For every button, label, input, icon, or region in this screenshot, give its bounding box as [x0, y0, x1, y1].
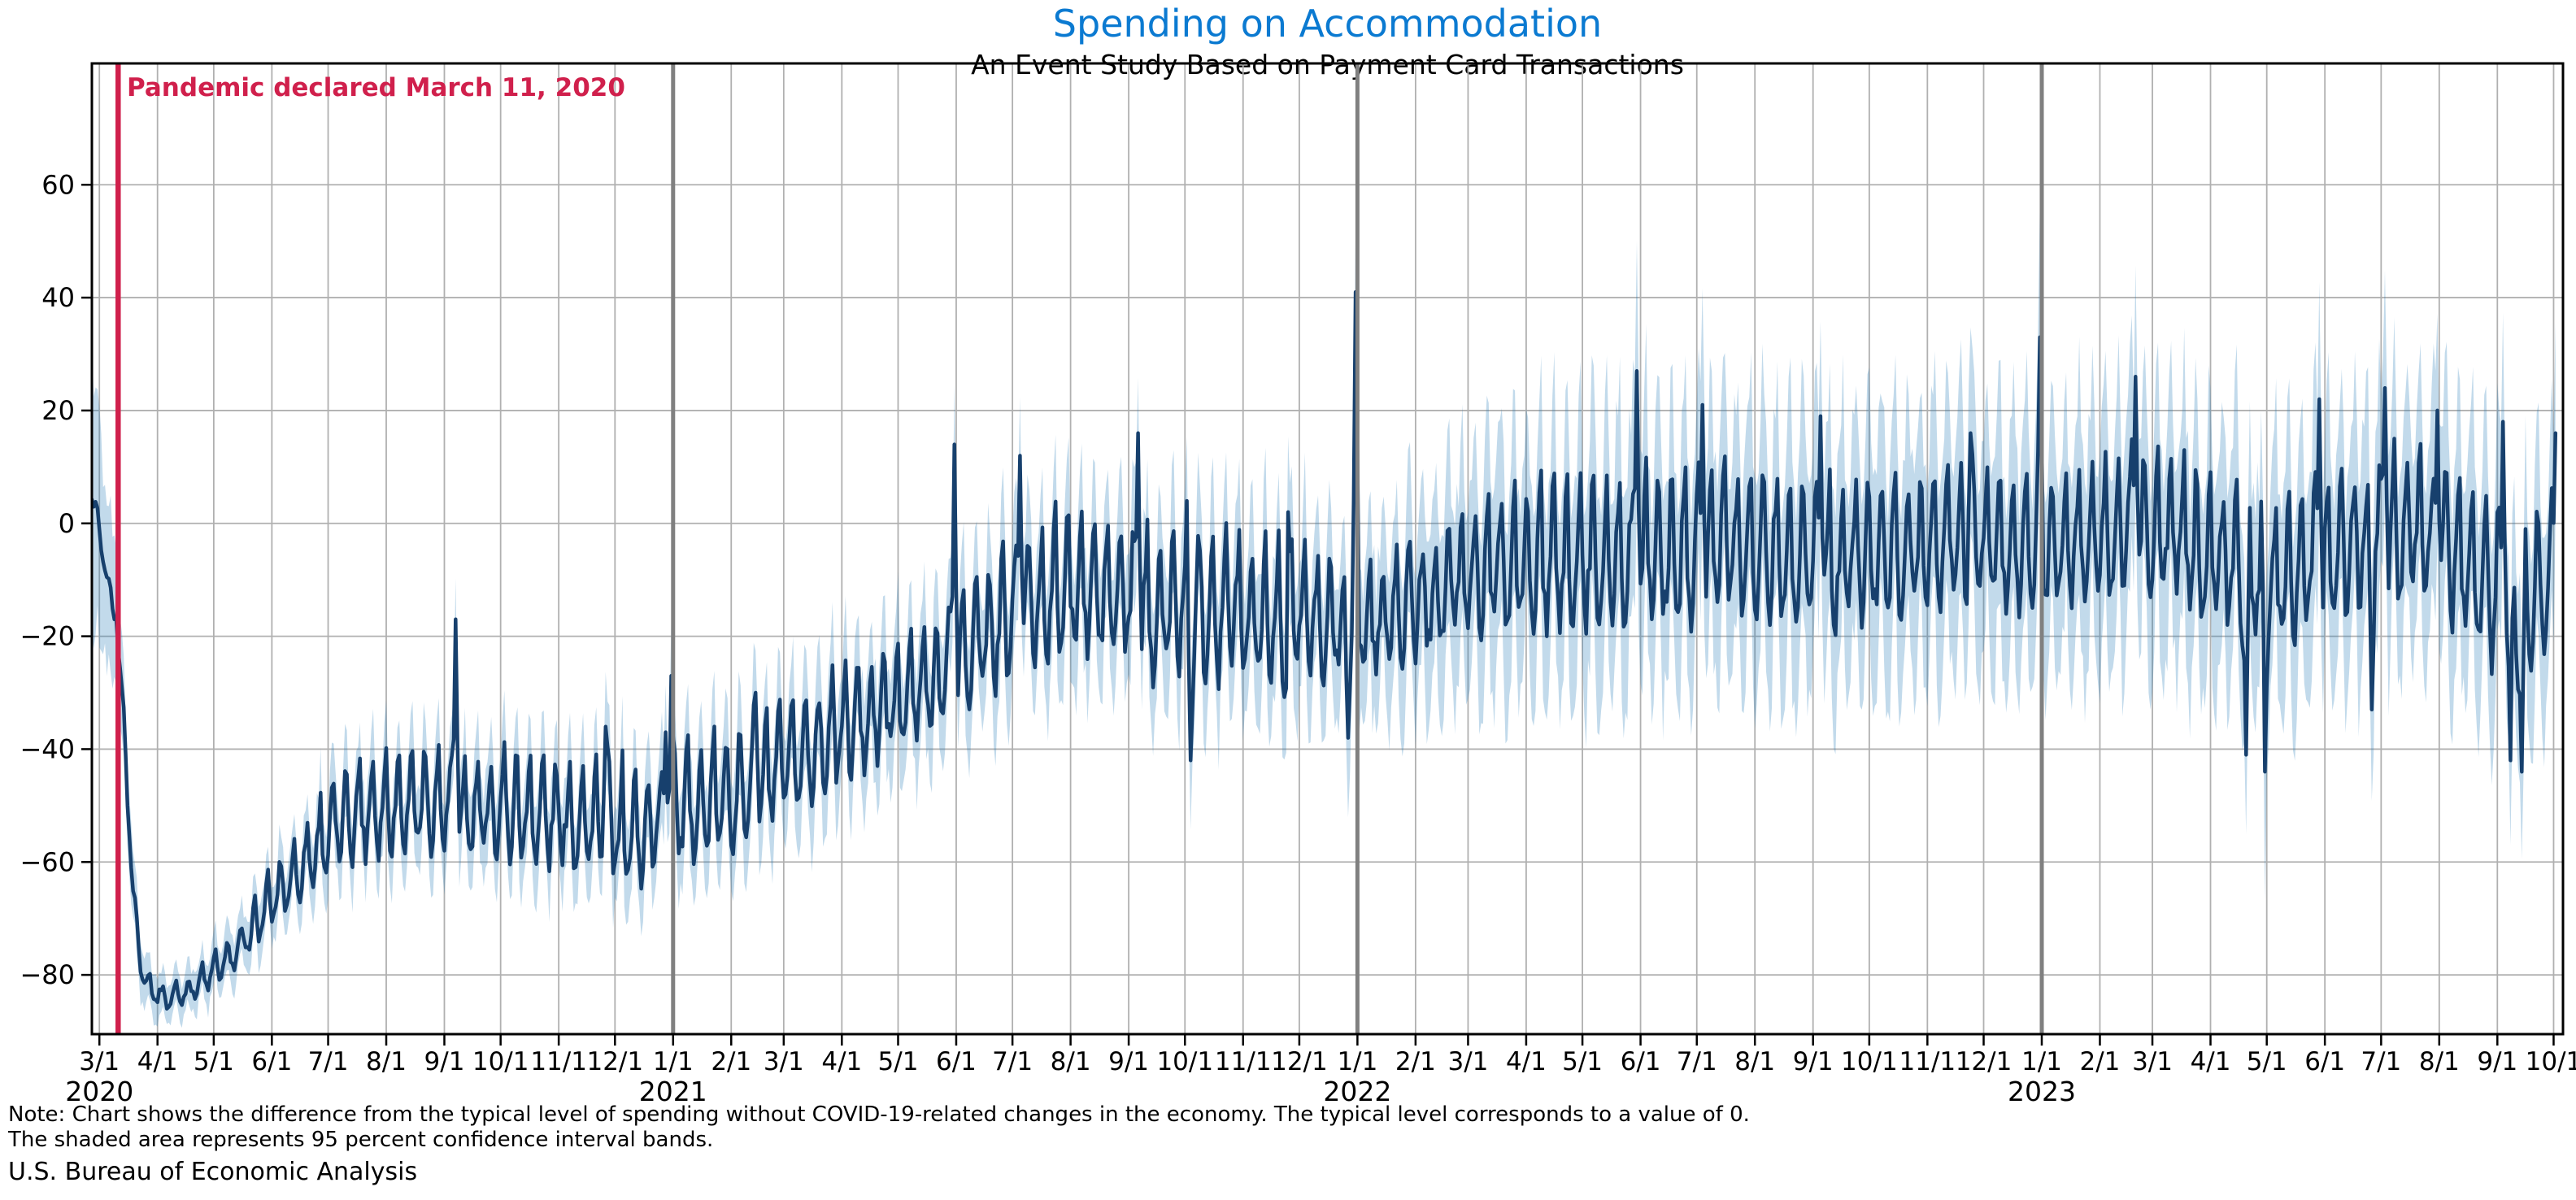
x-tick-label: 3/1: [1447, 1047, 1488, 1076]
x-tick-label: 2/1: [2080, 1047, 2121, 1076]
x-tick-label: 4/1: [821, 1047, 862, 1076]
x-tick-label: 6/1: [2304, 1047, 2345, 1076]
x-tick-label: 8/1: [1734, 1047, 1775, 1076]
x-tick-label: 5/1: [878, 1047, 919, 1076]
note-line-1: Note: Chart shows the difference from th…: [8, 1102, 1750, 1127]
x-tick-label: 10/1: [2526, 1047, 2576, 1076]
y-tick-label: 60: [41, 169, 75, 200]
spending-line: [92, 289, 2558, 1011]
x-tick-label: 3/1: [764, 1047, 804, 1076]
x-tick-label: 9/1: [2477, 1047, 2517, 1076]
gridlines: [92, 63, 2563, 1034]
x-tick-label: 7/1: [992, 1047, 1033, 1076]
x-tick-label: 9/1: [1793, 1047, 1834, 1076]
x-tick-label: 7/1: [308, 1047, 349, 1076]
chart-title: Spending on Accommodation: [1052, 2, 1603, 46]
x-tick-label: 12/1: [1956, 1047, 2012, 1076]
x-tick-label: 5/1: [194, 1047, 234, 1076]
x-year-label: 2023: [2008, 1076, 2076, 1107]
x-tick-label: 7/1: [1677, 1047, 1717, 1076]
x-tick-label: 8/1: [2419, 1047, 2460, 1076]
x-tick-label: 1/1: [1337, 1047, 1377, 1076]
y-tick-label: −40: [20, 733, 75, 764]
y-tick-label: 0: [59, 508, 75, 539]
x-tick-label: 6/1: [936, 1047, 977, 1076]
x-tick-label: 6/1: [251, 1047, 292, 1076]
x-tick-label: 4/1: [137, 1047, 178, 1076]
x-tick-label: 7/1: [2361, 1047, 2401, 1076]
x-year-label: 2022: [1323, 1076, 1391, 1107]
y-tick-label: −60: [20, 846, 75, 877]
x-tick-label: 12/1: [1271, 1047, 1328, 1076]
y-tick-label: 40: [41, 282, 75, 313]
y-tick-label: 20: [41, 395, 75, 426]
x-tick-label: 2/1: [1395, 1047, 1436, 1076]
x-tick-label: 2/1: [711, 1047, 751, 1076]
y-tick-label: −20: [20, 621, 75, 652]
x-tick-label: 11/1: [1899, 1047, 1956, 1076]
x-tick-label: 10/1: [1841, 1047, 1898, 1076]
x-tick-label: 10/1: [1156, 1047, 1213, 1076]
x-year-label: 2021: [639, 1076, 707, 1107]
x-tick-label: 8/1: [1051, 1047, 1091, 1076]
x-tick-label: 5/1: [1562, 1047, 1603, 1076]
x-tick-label: 11/1: [530, 1047, 587, 1076]
x-tick-label: 9/1: [424, 1047, 465, 1076]
x-tick-label: 9/1: [1108, 1047, 1149, 1076]
x-year-label: 2020: [65, 1076, 133, 1107]
x-tick-label: 1/1: [2021, 1047, 2062, 1076]
x-tick-label: 10/1: [472, 1047, 529, 1076]
x-tick-label: 6/1: [1621, 1047, 1661, 1076]
x-tick-label: 8/1: [366, 1047, 407, 1076]
x-tick-label: 5/1: [2247, 1047, 2287, 1076]
pandemic-annotation: Pandemic declared March 11, 2020: [127, 73, 625, 102]
note-line-2: The shaded area represents 95 percent co…: [8, 1128, 714, 1152]
source-attribution: U.S. Bureau of Economic Analysis: [8, 1158, 418, 1186]
plot-border: [90, 62, 2565, 1036]
x-tick-label: 3/1: [79, 1047, 120, 1076]
x-tick-label: 3/1: [2132, 1047, 2173, 1076]
chart-note: Note: Chart shows the difference from th…: [8, 1102, 1750, 1153]
x-tick-label: 4/1: [1506, 1047, 1547, 1076]
x-tick-label: 12/1: [586, 1047, 643, 1076]
x-tick-label: 4/1: [2191, 1047, 2231, 1076]
x-tick-label: 1/1: [653, 1047, 694, 1076]
confidence-band: [92, 202, 2556, 1028]
y-tick-label: −80: [20, 959, 75, 990]
x-tick-label: 11/1: [1215, 1047, 1272, 1076]
